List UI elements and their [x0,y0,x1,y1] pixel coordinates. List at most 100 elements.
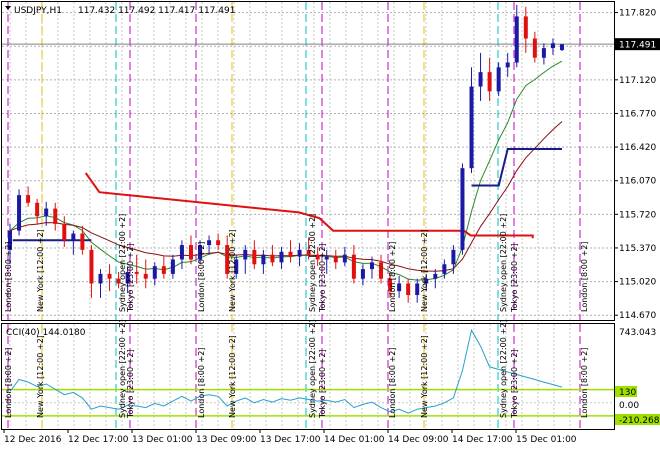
support-step-line-right [471,148,562,187]
candle-body [541,48,546,58]
cci-level-hi-tag [615,386,637,397]
candle-body [8,230,12,250]
session-lines [7,2,581,429]
session-label: London [8:00 +2] [580,242,589,312]
candle-body [188,245,193,260]
price-tick-label: 116.070 [619,177,656,187]
candle-body [35,202,40,217]
session-label: Tokyo [23:00 +2] [318,243,327,313]
time-tick-label: 14 Dec 17:00 [452,435,513,445]
session-label: Sydney open [22:00 +2] [118,320,127,418]
cci-max-label: 743.043 [619,328,656,338]
time-tick-label: 15 Dec 01:00 [516,435,577,445]
candle-body [89,249,94,284]
session-label: New York [12:00 +2] [420,229,429,312]
candle-body [379,262,384,279]
candle-body [53,208,58,224]
price-tick-label: 116.770 [619,109,656,119]
session-label: New York [12:00 +2] [228,335,237,418]
time-tick-label: 14 Dec 01:00 [324,435,385,445]
candle-body [252,249,257,265]
price-tick-label: 117.120 [619,76,656,86]
candle-body [170,259,175,274]
cci-title: CCI(40) 144.0180 [6,328,86,338]
session-label: London [8:00 +2] [4,348,13,418]
candle-body [98,273,103,284]
time-axis: 12 Dec 2016 12 Dec 17:00 13 Dec 01:00 13 De… [3,429,577,445]
time-tick-label: 13 Dec 01:00 [132,435,193,445]
candle-body [62,223,67,241]
session-label: Sydney open [22:00 +2] [308,320,317,418]
candle-body [505,62,510,68]
candle-body [26,195,31,203]
candle-body [125,271,130,284]
candle-body [487,72,492,92]
candle-body [288,251,293,257]
session-label: Sydney open [22:00 +2] [118,214,127,312]
candle-body [342,254,347,263]
candle-body [179,245,184,260]
candle-body [560,44,564,51]
price-tick-label: 117.820 [619,9,656,19]
candle-body [243,249,248,260]
candle-body [415,283,420,296]
candle-body [550,43,555,49]
candle-body [198,245,203,260]
candle-body [324,256,329,260]
candle-body [532,38,537,58]
candle-body [360,269,365,279]
candle-body [406,283,411,296]
price-axis: 117.820117.470117.120116.770116.420116.0… [614,9,656,321]
session-label: Tokyo [23:00 +2] [510,349,519,419]
candle-body [424,278,429,284]
session-label: London [8:00 +2] [197,242,206,312]
session-label: New York [12:00 +2] [420,335,429,418]
candle-body [496,67,501,92]
candle-body [270,254,275,263]
candle-body [397,283,402,292]
session-label: New York [12:00 +2] [36,229,45,312]
session-label: London [8:00 +2] [580,348,589,418]
candle-body [44,208,49,217]
candle-body [451,249,456,265]
resistance-step-line [84,172,534,239]
time-tick-label: 12 Dec 2016 [4,435,62,445]
candle-body [279,251,284,263]
candle-body [261,254,266,265]
candle-body [161,266,166,274]
session-label: New York [12:00 +2] [36,335,45,418]
session-label: New York [12:00 +2] [228,229,237,312]
candle-body [225,245,230,274]
session-label: Sydney open [22:00 +2] [499,320,508,418]
candle-body [116,278,121,284]
candle-body [207,240,212,246]
candle-body [523,16,528,39]
candle-body [514,16,519,63]
price-tick-label: 114.670 [619,311,656,321]
session-label: London [8:00 +2] [388,242,397,312]
candle-body [306,249,311,255]
candle-body [134,271,139,274]
indicator-overlays [2,43,614,281]
symbol-title: USDJPY,H1 [14,6,62,16]
candle-body [369,262,374,270]
candle-body [442,264,447,274]
candle-body [469,86,474,169]
time-tick-label: 13 Dec 17:00 [260,435,321,445]
cci-zero-label: 0.00 [619,401,639,411]
collapse-arrow-icon[interactable] [5,6,11,10]
candle-body [297,249,302,257]
cci-level-hi-label: 130 [619,388,636,398]
candle-body [351,254,356,279]
candle-body [234,259,239,274]
time-tick-label: 12 Dec 17:00 [68,435,129,445]
indicator-panel-frame [1,323,615,430]
time-tick-label: 14 Dec 09:00 [388,435,449,445]
candle-body [388,278,393,292]
price-tick-label: 115.370 [619,244,656,254]
cci-indicator [2,328,614,417]
grid-lines [2,2,614,429]
session-label: London [8:00 +2] [4,242,13,312]
